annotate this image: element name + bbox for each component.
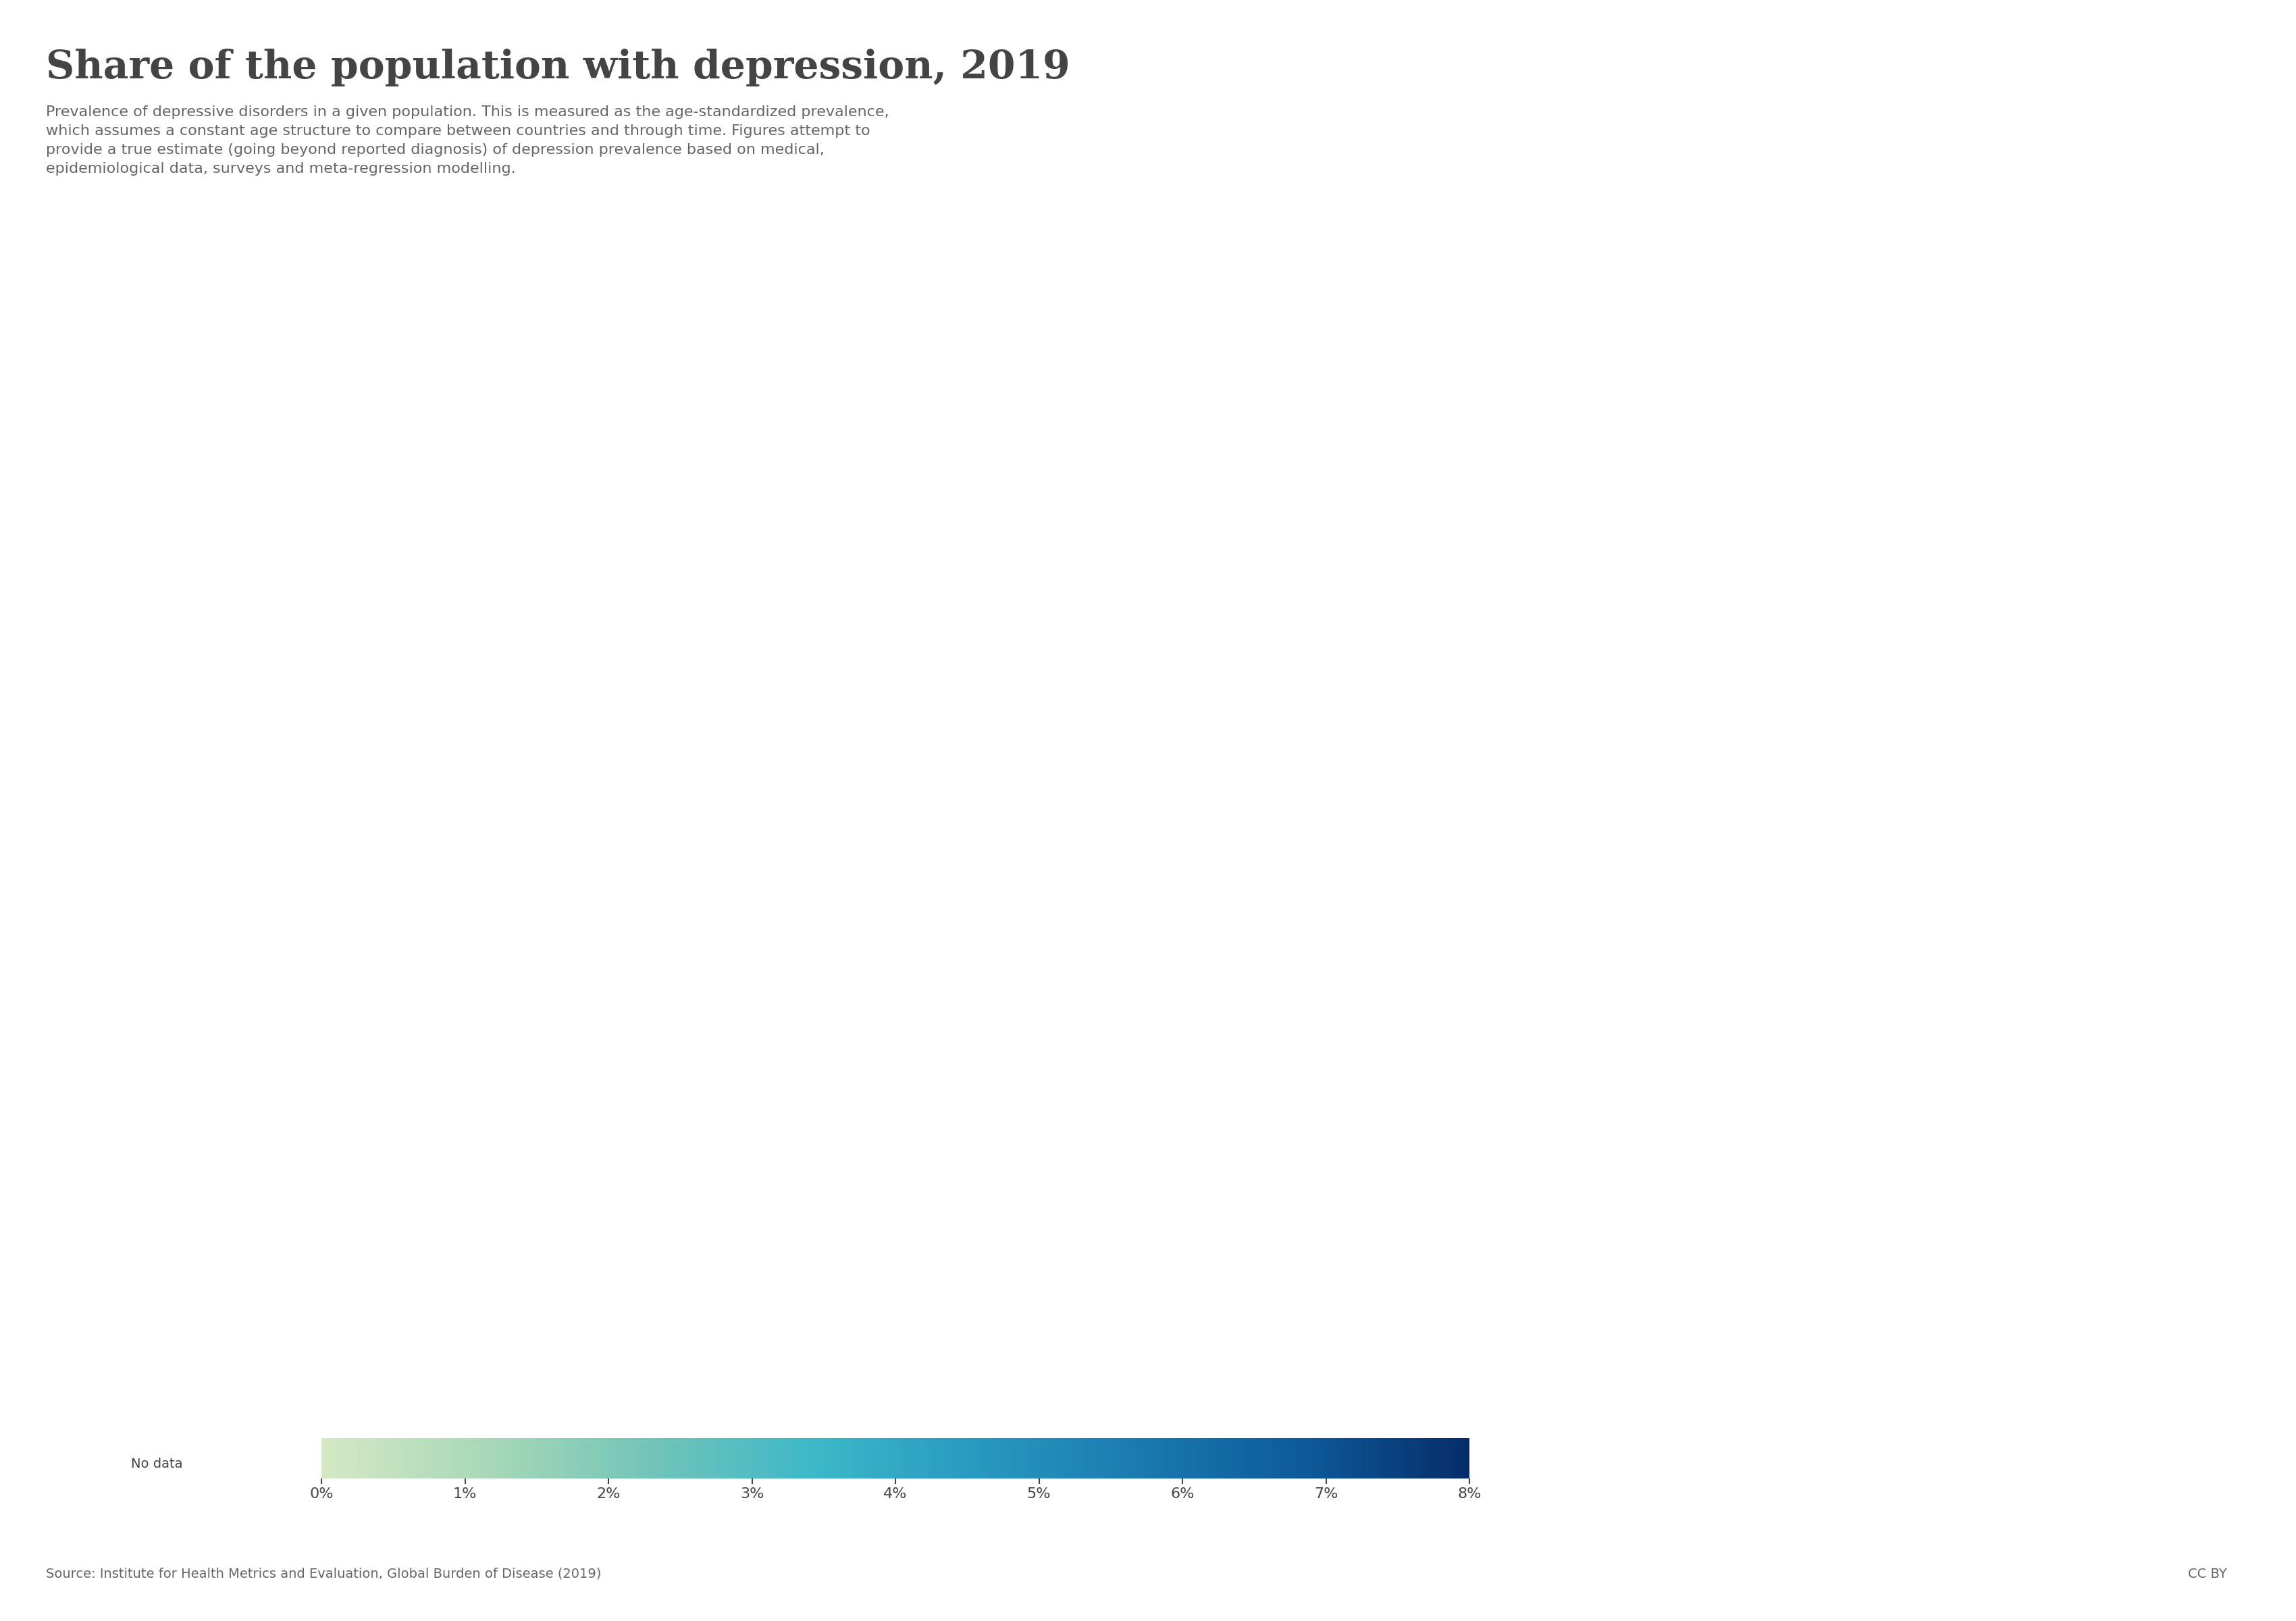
Text: Our World
in Data: Our World in Data [2122,45,2195,76]
Text: Share of the population with depression, 2019: Share of the population with depression,… [46,49,1070,86]
Text: No data: No data [131,1457,184,1470]
Text: Source: Institute for Health Metrics and Evaluation, Global Burden of Disease (2: Source: Institute for Health Metrics and… [46,1568,602,1580]
Text: CC BY: CC BY [2188,1568,2227,1580]
Text: Prevalence of depressive disorders in a given population. This is measured as th: Prevalence of depressive disorders in a … [46,105,889,175]
